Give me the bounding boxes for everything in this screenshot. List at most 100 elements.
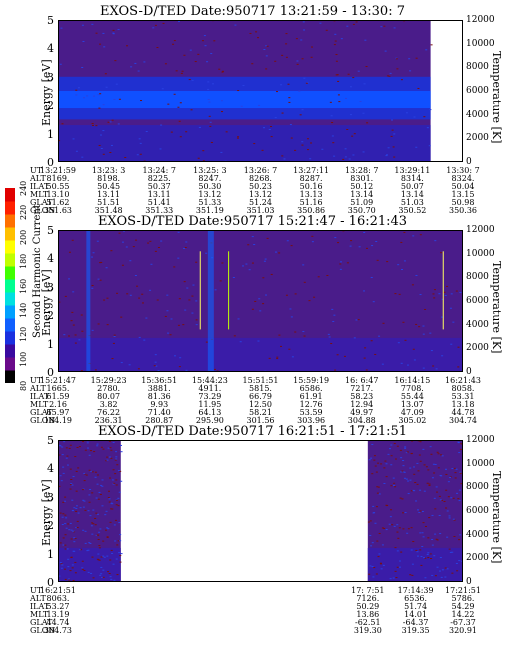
- heatmap-speckle: [380, 568, 383, 570]
- heatmap-speckle: [110, 250, 113, 252]
- heatmap-speckle: [109, 521, 112, 523]
- heatmap-speckle: [432, 463, 435, 465]
- heatmap-speckle: [444, 567, 447, 569]
- heatmap-speckle: [59, 445, 62, 447]
- heatmap-speckle: [114, 60, 117, 62]
- heatmap-speckle: [335, 54, 338, 56]
- heatmap-speckle: [288, 101, 291, 103]
- heatmap-speckle: [429, 332, 432, 334]
- heatmap-speckle: [173, 40, 176, 42]
- table-cell: 73.29: [198, 392, 222, 401]
- heatmap-speckle: [75, 510, 78, 512]
- heatmap-speckle: [97, 559, 100, 561]
- heatmap-speckle: [265, 294, 268, 296]
- heatmap-speckle: [396, 524, 399, 526]
- heatmap-speckle: [90, 470, 93, 472]
- heatmap-speckle: [97, 94, 100, 96]
- heatmap-speckle: [433, 289, 436, 291]
- heatmap-speckle: [62, 513, 65, 515]
- chart-title: EXOS-D/TED Date:950717 15:21:47 - 16:21:…: [97, 214, 408, 229]
- heatmap-speckle: [400, 79, 403, 81]
- heatmap-speckle: [155, 365, 158, 367]
- heatmap-speckle: [374, 522, 377, 524]
- heatmap-speckle: [417, 87, 420, 89]
- heatmap-speckle: [102, 32, 105, 34]
- heatmap-speckle: [114, 459, 117, 461]
- heatmap-speckle: [428, 517, 431, 519]
- heatmap-speckle: [69, 484, 72, 486]
- y2-tick-label: 2000: [466, 553, 489, 564]
- heatmap-speckle: [278, 252, 281, 254]
- heatmap-speckle: [197, 157, 200, 159]
- heatmap-speckle: [412, 489, 415, 491]
- heatmap-speckle: [71, 311, 74, 313]
- heatmap-speckle: [68, 251, 71, 253]
- heatmap-speckle: [247, 244, 250, 246]
- heatmap-speckle: [118, 232, 121, 234]
- heatmap-speckle: [109, 447, 112, 449]
- heatmap-speckle: [143, 61, 146, 63]
- heatmap-speckle: [82, 499, 85, 501]
- heatmap-speckle: [95, 512, 98, 514]
- heatmap-speckle: [415, 549, 418, 551]
- heatmap-speckle: [331, 122, 334, 124]
- table-cell: 53.59: [299, 408, 323, 417]
- heatmap-speckle: [421, 532, 424, 534]
- heatmap-speckle: [202, 160, 205, 162]
- heatmap-speckle: [416, 483, 419, 485]
- heatmap-speckle: [371, 443, 374, 445]
- heatmap-speckle: [369, 520, 372, 522]
- heatmap-speckle: [419, 532, 422, 534]
- table-cell: 8301.: [350, 174, 374, 183]
- table-cell: 50.37: [147, 182, 171, 191]
- table-cell: 13.14: [400, 190, 424, 199]
- heatmap-speckle: [70, 478, 73, 480]
- heatmap-speckle: [390, 444, 393, 446]
- heatmap-speckle: [80, 548, 83, 550]
- table-cell: 8169.: [46, 174, 70, 183]
- table-cell: 8287.: [299, 174, 323, 183]
- heatmap-speckle: [75, 150, 78, 152]
- heatmap-speckle: [390, 485, 393, 487]
- heatmap-speckle: [65, 447, 68, 449]
- y2-axis-label: Temperature [K]: [490, 471, 503, 564]
- heatmap-speckle: [108, 498, 111, 500]
- heatmap-speckle: [101, 505, 104, 507]
- heatmap-speckle: [65, 527, 68, 529]
- heatmap-speckle: [207, 88, 210, 90]
- heatmap-speckle: [441, 569, 444, 571]
- heatmap-speckle: [90, 525, 93, 527]
- heatmap-speckle: [402, 465, 405, 467]
- heatmap-speckle: [336, 74, 339, 76]
- heatmap-speckle: [333, 314, 336, 316]
- heatmap-speckle: [406, 364, 409, 366]
- table-cell: 2.16: [49, 400, 67, 409]
- heatmap-speckle: [91, 492, 94, 494]
- heatmap-speckle: [392, 577, 395, 579]
- heatmap-speckle: [443, 501, 446, 503]
- table-cell: 50.07: [400, 182, 424, 191]
- heatmap-speckle: [120, 553, 123, 555]
- heatmap-speckle: [62, 472, 65, 474]
- heatmap-speckle: [403, 231, 406, 233]
- heatmap-speckle: [371, 566, 374, 568]
- heatmap-speckle: [62, 537, 65, 539]
- heatmap-speckle: [444, 576, 447, 578]
- table-cell: 15:59:19: [293, 376, 330, 385]
- heatmap-speckle: [80, 314, 83, 316]
- heatmap-speckle: [389, 516, 392, 518]
- heatmap-speckle: [431, 544, 434, 546]
- heatmap-speckle: [395, 577, 398, 579]
- table-cell: 320.91: [449, 626, 477, 635]
- heatmap-speckle: [448, 515, 451, 517]
- heatmap-speckle: [72, 476, 75, 478]
- heatmap-speckle: [100, 556, 103, 558]
- heatmap-speckle: [415, 57, 418, 59]
- heatmap-speckle: [424, 525, 427, 527]
- table-cell: 50.16: [299, 182, 323, 191]
- heatmap-speckle: [106, 297, 109, 299]
- heatmap-speckle: [61, 564, 64, 566]
- heatmap-speckle: [67, 523, 70, 525]
- heatmap-speckle: [61, 454, 64, 456]
- heatmap-speckle: [266, 237, 269, 239]
